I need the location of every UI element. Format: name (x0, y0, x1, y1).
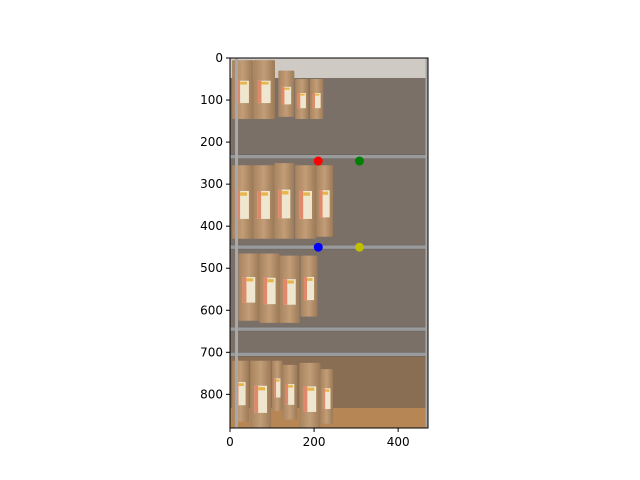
y-tick-label: 200 (200, 135, 223, 149)
plot-frame (229, 57, 429, 429)
coffee-bag (278, 70, 295, 117)
coffee-bag (320, 369, 333, 424)
y-tick-label: 0 (215, 51, 223, 65)
x-axis: 0 200 400 (226, 428, 410, 449)
shelf-rail (230, 154, 428, 159)
scatter-point (354, 242, 364, 252)
marker-layer (313, 156, 364, 252)
coffee-bag (250, 360, 272, 428)
scatter-point (313, 242, 323, 252)
coffee-bag (300, 255, 318, 317)
y-tick-label: 600 (200, 303, 223, 317)
coffee-bag (316, 165, 333, 237)
scatter-point (354, 156, 364, 166)
x-tick-label: 400 (387, 435, 410, 449)
shelf-photo (230, 58, 428, 428)
coffee-bag (282, 364, 298, 420)
coffee-bag (232, 360, 249, 422)
x-tick-label: 200 (303, 435, 326, 449)
shelf-rail (230, 244, 428, 250)
coffee-bag (274, 163, 295, 239)
coffee-bag (295, 79, 309, 119)
coffee-bag (253, 60, 275, 119)
y-axis: 0 100 200 300 400 500 600 700 800 (200, 51, 230, 401)
scatter-point (313, 156, 323, 166)
y-tick-label: 100 (200, 93, 223, 107)
y-tick-label: 800 (200, 387, 223, 401)
coffee-bag (309, 79, 324, 119)
coffee-bag (299, 362, 321, 428)
coffee-bag (253, 165, 275, 239)
shelf-rail (230, 326, 428, 332)
shelf-post (425, 58, 428, 428)
shelf-rail (230, 352, 428, 357)
y-tick-label: 700 (200, 345, 223, 359)
coffee-bag (295, 165, 317, 239)
y-tick-label: 300 (200, 177, 223, 191)
y-tick-label: 400 (200, 219, 223, 233)
shelf-post (235, 58, 239, 428)
coffee-bag (272, 360, 283, 412)
coffee-bag (238, 253, 260, 321)
coffee-bag (259, 253, 280, 323)
y-tick-label: 500 (200, 261, 223, 275)
x-tick-label: 0 (226, 435, 234, 449)
coffee-bag (279, 255, 300, 323)
